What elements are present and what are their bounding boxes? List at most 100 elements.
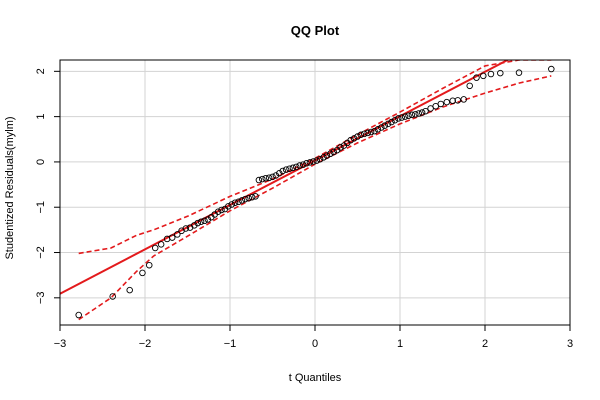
data-point: [323, 152, 331, 159]
data-point: [364, 129, 371, 137]
data-point: [299, 161, 307, 168]
data-point: [384, 120, 392, 128]
data-points: [75, 65, 555, 319]
data-point: [391, 116, 399, 124]
data-point: [354, 133, 361, 140]
data-point: [371, 127, 378, 135]
data-point: [316, 155, 324, 163]
x-tick-label: −1: [224, 338, 237, 350]
data-point: [347, 136, 354, 144]
data-point: [231, 199, 239, 206]
data-point: [201, 217, 208, 225]
data-point: [395, 115, 402, 122]
data-point: [126, 286, 133, 294]
data-point: [245, 194, 252, 202]
data-point: [75, 311, 82, 319]
data-point: [259, 175, 266, 183]
data-point: [320, 154, 327, 161]
data-point: [279, 167, 286, 175]
data-point: [443, 98, 451, 106]
y-tick-label: −3: [35, 292, 47, 305]
data-point: [242, 195, 249, 203]
data-point: [282, 166, 290, 173]
data-point: [276, 169, 283, 177]
data-point: [228, 201, 235, 208]
data-point: [174, 231, 181, 238]
data-point: [303, 160, 310, 167]
data-point: [408, 111, 416, 119]
data-point: [357, 131, 365, 138]
data-point: [401, 113, 409, 120]
data-point: [487, 70, 495, 78]
y-tick-label: −2: [35, 246, 47, 259]
data-point: [151, 244, 159, 252]
data-point: [109, 293, 116, 300]
data-point: [415, 110, 422, 117]
data-point: [480, 72, 487, 80]
data-point: [454, 97, 462, 104]
chart-title: QQ Plot: [291, 23, 340, 38]
data-point: [225, 203, 232, 210]
data-point: [293, 163, 300, 171]
grid-lines: [59, 60, 571, 325]
data-point: [310, 158, 317, 165]
data-point: [286, 165, 293, 172]
data-point: [168, 234, 176, 241]
data-point: [548, 65, 555, 73]
data-point: [218, 206, 225, 214]
x-tick-label: 1: [397, 338, 403, 350]
reference-line-segment: [60, 60, 510, 295]
x-tick-label: −2: [139, 338, 152, 350]
data-point: [252, 193, 259, 200]
data-point: [330, 148, 337, 156]
data-point: [272, 172, 280, 179]
data-point: [374, 126, 382, 133]
data-point: [466, 82, 473, 90]
data-point: [473, 74, 480, 81]
data-point: [238, 197, 246, 204]
data-point: [262, 174, 269, 182]
data-point: [214, 208, 222, 216]
x-tick-label: 2: [482, 338, 488, 350]
data-point: [437, 100, 445, 108]
data-point: [350, 135, 358, 142]
y-tick-label: −1: [35, 201, 47, 214]
y-axis-label: Studentized Residuals(mylm): [4, 116, 16, 259]
data-point: [296, 162, 303, 169]
data-point: [289, 164, 297, 172]
data-point: [515, 69, 523, 76]
data-point: [255, 176, 263, 184]
data-point: [197, 218, 205, 225]
data-point: [497, 69, 504, 77]
data-point: [157, 241, 165, 248]
data-point: [313, 157, 320, 164]
data-point: [248, 194, 256, 201]
data-point: [191, 222, 198, 229]
data-point: [418, 109, 426, 116]
x-axis-label: t Quantiles: [289, 372, 342, 384]
data-point: [422, 107, 429, 115]
data-point: [460, 96, 468, 103]
data-point: [269, 173, 276, 181]
data-point: [139, 269, 146, 277]
data-point: [204, 216, 212, 223]
data-point: [367, 128, 375, 136]
envelope-lower-line: [78, 75, 552, 321]
data-point: [388, 118, 395, 126]
x-axis-ticks: −3 −2 −1 0 1 2 3: [54, 325, 573, 350]
x-tick-label: 3: [567, 338, 573, 350]
x-tick-label: 0: [312, 338, 318, 350]
data-point: [378, 124, 385, 131]
y-axis-ticks: −3 −2 −1 0 1 2: [35, 68, 60, 304]
data-point: [381, 122, 388, 129]
y-tick-label: 2: [35, 68, 47, 74]
data-point: [327, 150, 334, 158]
reference-line: [60, 60, 510, 295]
y-tick-label: 0: [35, 159, 47, 165]
y-tick-label: 1: [35, 114, 47, 120]
data-point: [398, 114, 405, 121]
data-point: [145, 261, 153, 269]
data-point: [194, 219, 201, 227]
data-point: [182, 225, 190, 232]
